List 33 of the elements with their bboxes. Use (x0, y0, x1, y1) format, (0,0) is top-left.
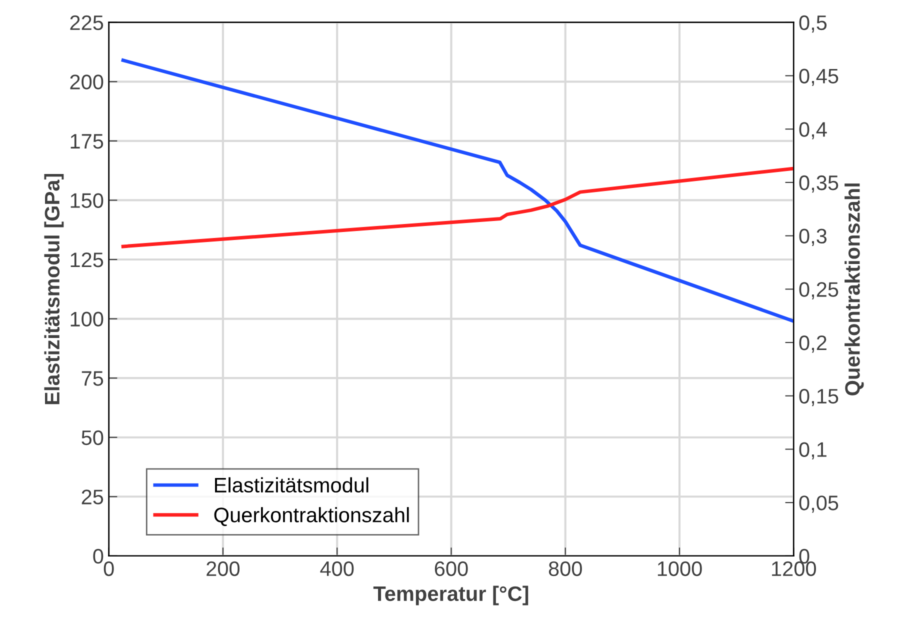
y-tick-label: 125 (70, 252, 104, 268)
y-tick-label: 100 (70, 312, 104, 327)
line-series (121, 166, 794, 248)
x-tick-label: 800 (548, 561, 582, 576)
y-tick-label: 175 (70, 134, 104, 149)
legend-label: Querkontraktionszahl (214, 507, 409, 526)
x-tick-label: 1000 (658, 561, 702, 576)
y-tick-label: 225 (70, 15, 104, 30)
y2-tick-label: 0,1 (799, 442, 826, 460)
y2-tick-label: 0,4 (799, 122, 827, 140)
y2-axis-title: Querkontraktionszahl (844, 184, 864, 396)
y2-tick-label: 0,2 (799, 336, 826, 353)
x-tick-label: 400 (320, 561, 354, 576)
y2-tick-label: 0,35 (799, 175, 838, 193)
y-tick-label: 200 (70, 74, 104, 90)
x-axis-title: Temperatur [°C] (373, 586, 528, 606)
y2-tick-label: 0,5 (799, 15, 827, 33)
y-tick-label: 150 (70, 193, 104, 208)
y-tick-label: 75 (82, 371, 104, 386)
x-tick-label: 0 (104, 561, 114, 576)
y2-tick-label: 0,05 (799, 496, 838, 513)
x-tick-label: 600 (434, 561, 468, 576)
y-tick-label: 0 (93, 548, 104, 564)
y-tick-label: 50 (82, 430, 104, 446)
legend-label: Elastizitätsmodul (215, 477, 368, 493)
y2-tick-label: 0,25 (799, 282, 838, 300)
x-tick-label: 200 (206, 561, 240, 576)
line-series (121, 58, 794, 323)
y2-tick-label: 0,3 (799, 228, 827, 246)
y2-tick-label: 0,45 (799, 68, 838, 86)
y-tick-label: 25 (82, 490, 104, 504)
y-axis-title: Elastizitätsmodul [GPa] (44, 174, 64, 404)
y2-tick-label: 0,15 (799, 388, 838, 406)
